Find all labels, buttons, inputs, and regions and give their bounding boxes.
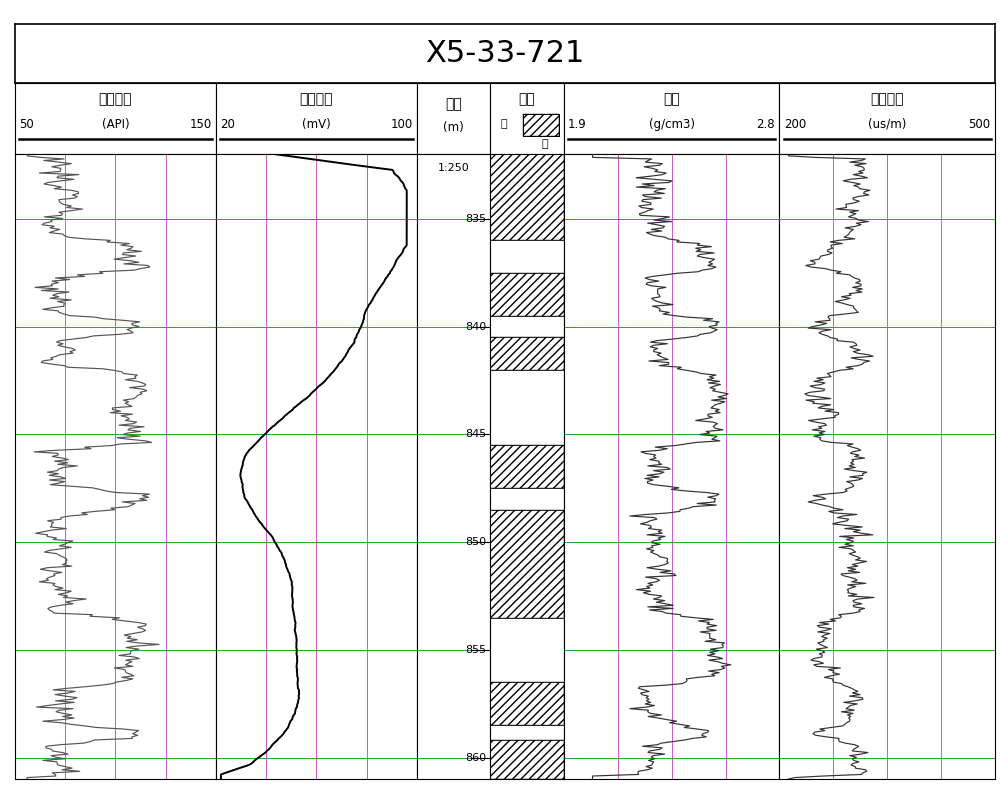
Text: 150: 150 <box>190 118 212 131</box>
Text: 自然伽马: 自然伽马 <box>99 92 132 106</box>
Text: 845: 845 <box>465 430 487 439</box>
Bar <box>490 445 564 488</box>
Text: 840: 840 <box>465 322 487 331</box>
Text: (mV): (mV) <box>302 118 331 131</box>
Bar <box>490 316 564 338</box>
Bar <box>523 114 559 136</box>
Bar <box>490 338 564 369</box>
Bar <box>490 682 564 725</box>
Bar <box>490 725 564 740</box>
Bar <box>490 740 564 779</box>
Bar <box>490 509 564 618</box>
Bar <box>490 273 564 316</box>
Bar <box>490 682 564 725</box>
Text: 835: 835 <box>465 214 487 224</box>
Text: 岩性: 岩性 <box>519 92 535 106</box>
Text: 50: 50 <box>19 118 34 131</box>
Text: 500: 500 <box>969 118 991 131</box>
Text: (g/cm3): (g/cm3) <box>649 118 695 131</box>
Text: (m): (m) <box>443 121 464 134</box>
Bar <box>523 114 559 136</box>
Text: 850: 850 <box>465 537 487 547</box>
Text: (us/m): (us/m) <box>868 118 906 131</box>
Text: X5-33-721: X5-33-721 <box>425 39 585 68</box>
Text: 自然电位: 自然电位 <box>300 92 333 106</box>
Bar <box>490 509 564 618</box>
Text: 声波时差: 声波时差 <box>870 92 904 106</box>
Text: (API): (API) <box>102 118 129 131</box>
Text: 深度: 深度 <box>445 97 462 112</box>
Bar <box>490 740 564 779</box>
Text: 855: 855 <box>465 645 487 655</box>
Bar <box>490 154 564 240</box>
Text: 100: 100 <box>391 118 413 131</box>
Text: 砂: 砂 <box>541 138 548 149</box>
Bar <box>490 154 564 240</box>
Bar <box>490 445 564 488</box>
Text: 1:250: 1:250 <box>438 163 469 173</box>
Bar <box>490 488 564 509</box>
Text: 密度: 密度 <box>663 92 680 106</box>
Text: 2.8: 2.8 <box>756 118 775 131</box>
Text: 860: 860 <box>465 752 487 763</box>
Bar <box>490 338 564 369</box>
Text: 200: 200 <box>784 118 806 131</box>
Text: 20: 20 <box>220 118 235 131</box>
Text: 1.9: 1.9 <box>568 118 587 131</box>
Bar <box>490 240 564 273</box>
Bar <box>523 114 559 136</box>
Bar <box>490 618 564 682</box>
Text: 泥: 泥 <box>500 119 507 130</box>
Bar <box>490 369 564 445</box>
Bar <box>490 273 564 316</box>
